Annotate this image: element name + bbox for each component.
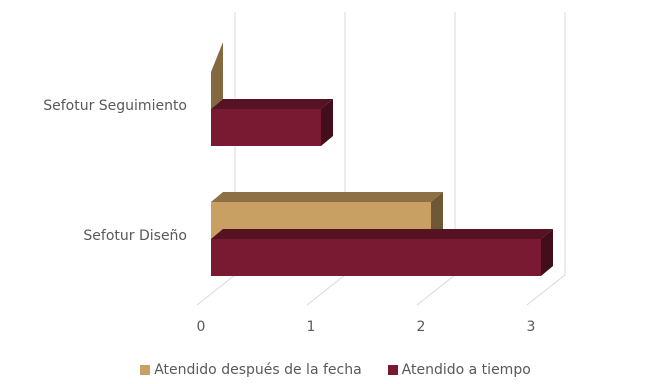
- x-tick-label-2: 2: [417, 319, 426, 335]
- bar-1-1: [211, 229, 553, 276]
- axis-labels: 0 1 2 3 Sefotur Seguimiento Sefotur Diseño: [43, 98, 535, 335]
- floor-gridline-1: [306, 274, 346, 306]
- bars: [211, 42, 553, 276]
- x-tick-label-0: 0: [197, 319, 206, 335]
- legend: Atendido después de la fecha Atendido a …: [0, 362, 671, 378]
- legend-swatch-late: [140, 365, 151, 375]
- bar-0-1: [211, 99, 333, 146]
- x-tick-label-3: 3: [527, 319, 536, 335]
- legend-item-ontime: Atendido a tiempo: [387, 362, 531, 378]
- legend-label-ontime: Atendido a tiempo: [401, 362, 531, 378]
- floor-gridline-3: [526, 274, 566, 306]
- floor-gridline-0: [196, 274, 236, 306]
- legend-label-late: Atendido después de la fecha: [154, 362, 362, 378]
- legend-swatch-ontime: [387, 365, 398, 375]
- bar-0-0: [211, 42, 223, 109]
- x-tick-label-1: 1: [307, 319, 316, 335]
- legend-item-late: Atendido después de la fecha: [140, 362, 362, 378]
- floor-gridline-2: [416, 274, 456, 306]
- category-label-0: Sefotur Seguimiento: [43, 98, 187, 114]
- category-label-1: Sefotur Diseño: [83, 228, 187, 244]
